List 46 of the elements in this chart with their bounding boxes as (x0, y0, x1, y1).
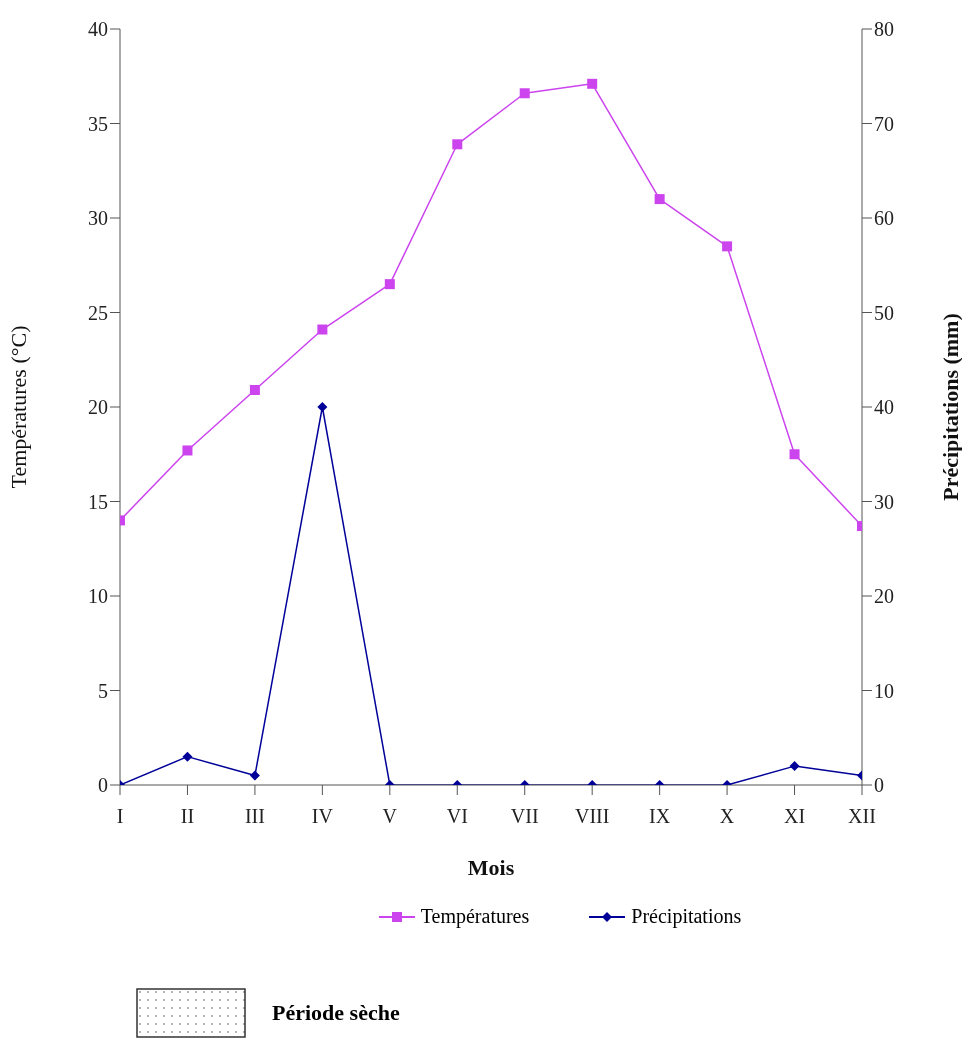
x-tick-label: VI (446, 805, 468, 828)
x-tick-label: II (180, 805, 195, 828)
x-tick-label: IX (649, 805, 671, 828)
y2-tick-label: 30 (874, 490, 894, 513)
y2-tick-label: 50 (874, 301, 894, 324)
y2-tick-label: 60 (874, 207, 894, 230)
y-tick-label: 15 (88, 490, 108, 513)
y-tick-label: 20 (88, 396, 108, 419)
point (722, 241, 733, 252)
x-tick-label: XI (783, 805, 806, 828)
text: Période sèche (272, 1000, 400, 1026)
y2-tick-label: 10 (874, 679, 894, 702)
x-tick-label: XII (848, 805, 876, 828)
x-tick-label: IV (311, 805, 334, 828)
y-tick-label: 5 (98, 679, 108, 702)
point (317, 324, 328, 335)
point (249, 384, 260, 395)
point (587, 78, 598, 89)
x-tick-label: X (719, 805, 735, 828)
y-tick-label: 0 (98, 774, 108, 797)
point (452, 139, 463, 150)
point (789, 449, 800, 460)
legend-label: Températures (420, 905, 530, 928)
point (654, 194, 665, 205)
x-tick-label: III (244, 805, 265, 828)
y2-tick-label: 40 (874, 396, 894, 419)
y2-axis-title: Précipitations (mm) (937, 313, 963, 501)
point (384, 279, 395, 290)
y-axis-title: Températures (°C) (5, 325, 31, 489)
point (519, 88, 530, 99)
y-tick-label: 30 (88, 207, 108, 230)
x-tick-label: I (116, 805, 124, 828)
y2-tick-label: 20 (874, 585, 894, 608)
y-tick-label: 40 (88, 18, 108, 41)
y-tick-label: 10 (88, 585, 108, 608)
x-tick-label: VII (510, 805, 539, 828)
y-tick-label: 35 (88, 112, 108, 135)
y-tick-label: 25 (88, 301, 108, 324)
y2-tick-label: 80 (874, 18, 894, 41)
point (182, 445, 193, 456)
x-tick-label: V (382, 805, 398, 828)
x-tick-label: VIII (574, 805, 610, 828)
y2-tick-label: 70 (874, 112, 894, 135)
x-axis-title: Mois (467, 855, 515, 880)
y2-tick-label: 0 (874, 774, 884, 797)
legend-label: Précipitations (631, 905, 742, 928)
